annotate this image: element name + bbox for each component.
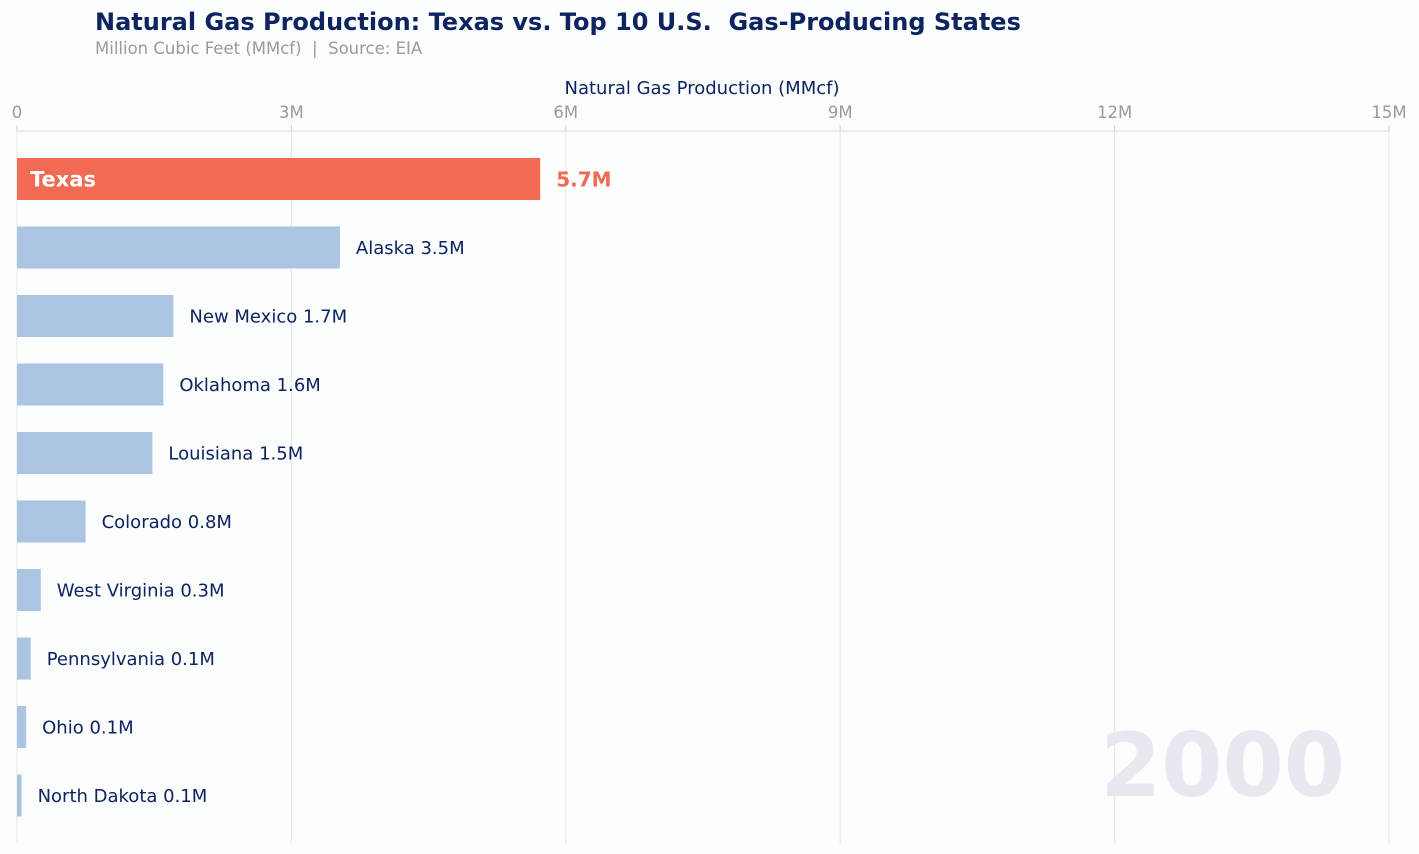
bar-west-virginia	[17, 569, 41, 611]
bar-ohio	[17, 706, 27, 748]
year-label: 2000	[1100, 714, 1345, 817]
bar-label: Ohio 0.1M	[42, 718, 133, 739]
bar-oklahoma	[17, 363, 164, 406]
x-axis-label: Natural Gas Production (MMcf)	[564, 78, 839, 99]
bar-label: Alaska 3.5M	[356, 238, 465, 259]
x-tick-label: 12M	[1097, 103, 1132, 122]
bar-label: Oklahoma 1.6M	[179, 375, 321, 396]
bars: Texas 5.7M Alaska 3.5M New Mexico 1.7M Oklah…	[17, 158, 612, 817]
x-tick-label: 15M	[1371, 103, 1406, 122]
x-tick-label: 0	[12, 103, 23, 122]
bar-value-label: 5.7M	[556, 168, 611, 192]
bar-label: West Virginia 0.3M	[57, 581, 225, 602]
bar-alaska	[17, 226, 340, 269]
bar-louisiana	[17, 432, 153, 474]
x-tick-label: 3M	[279, 103, 304, 122]
bar-colorado	[17, 500, 86, 543]
x-tick-label: 6M	[553, 103, 578, 122]
bar-texas	[17, 158, 541, 200]
bar-label: North Dakota 0.1M	[38, 786, 208, 807]
x-axis-ticks: 0 3M 6M 9M 12M 15M	[12, 103, 1407, 131]
x-tick-label: 9M	[828, 103, 853, 122]
bar-label: New Mexico 1.7M	[189, 307, 347, 328]
bar-label: Colorado 0.8M	[102, 512, 232, 533]
bar-label: Louisiana 1.5M	[168, 444, 303, 465]
chart-title: Natural Gas Production: Texas vs. Top 10…	[95, 8, 1021, 36]
chart-subtitle: Million Cubic Feet (MMcf) | Source: EIA	[95, 39, 423, 58]
bar-north-dakota	[17, 774, 22, 817]
bar-category-label: Texas	[30, 168, 96, 192]
bar-new-mexico	[17, 295, 174, 337]
bar-pennsylvania	[17, 637, 31, 680]
bar-label: Pennsylvania 0.1M	[47, 649, 215, 670]
